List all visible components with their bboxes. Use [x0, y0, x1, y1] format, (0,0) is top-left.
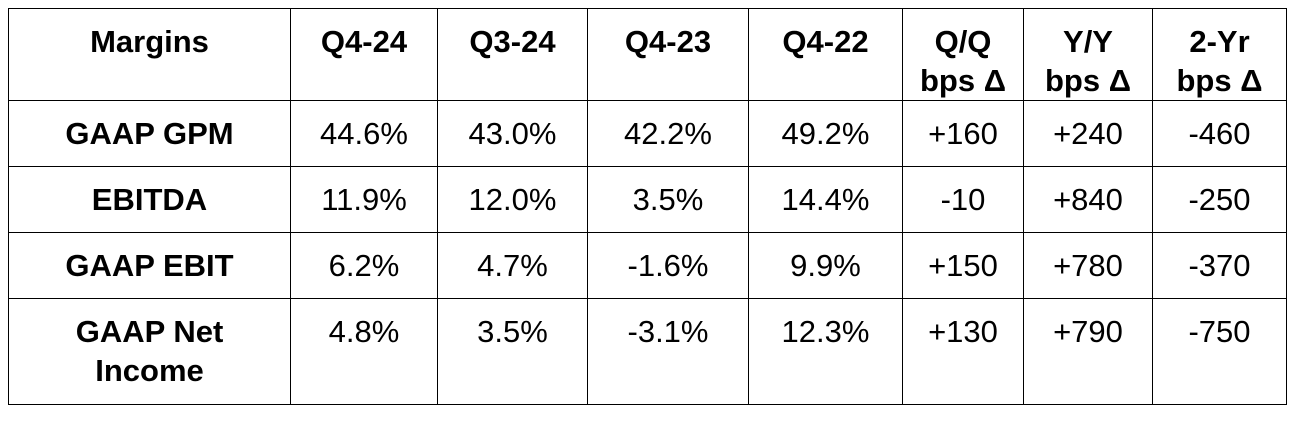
header-text: 2-Yr	[1189, 24, 1250, 59]
row-label: GAAP GPM	[8, 100, 291, 167]
row-label: GAAP Net Income	[8, 298, 291, 405]
row-label-text: GAAP Net	[75, 314, 224, 349]
table-cell: -1.6%	[587, 232, 749, 299]
table-cell: 9.9%	[748, 232, 903, 299]
table-cell: +780	[1023, 232, 1153, 299]
table-cell: 42.2%	[587, 100, 749, 167]
header-row: Margins Q4-24 Q3-24 Q4-23 Q4-22 Q/Q bps …	[8, 8, 1287, 101]
header-text: Q4-23	[624, 24, 712, 59]
header-yy-bps: Y/Y bps Δ	[1023, 8, 1153, 101]
table-cell: +150	[902, 232, 1024, 299]
header-subtext: bps Δ	[919, 63, 1006, 98]
table-cell: 12.3%	[748, 298, 903, 405]
table-row: GAAP EBIT 6.2% 4.7% -1.6% 9.9% +150 +780…	[8, 232, 1287, 299]
margins-table-container: Margins Q4-24 Q3-24 Q4-23 Q4-22 Q/Q bps …	[8, 8, 1287, 405]
header-subtext: bps Δ	[1044, 63, 1131, 98]
row-label: EBITDA	[8, 166, 291, 233]
header-text: Q4-22	[782, 24, 869, 59]
header-text: Q3-24	[469, 24, 556, 59]
table-cell: -10	[902, 166, 1024, 233]
table-cell: +840	[1023, 166, 1153, 233]
table-cell: +130	[902, 298, 1024, 405]
table-cell: 6.2%	[290, 232, 438, 299]
table-cell: 49.2%	[748, 100, 903, 167]
table-row: GAAP Net Income 4.8% 3.5% -3.1% 12.3% +1…	[8, 298, 1287, 405]
row-label-text: GAAP EBIT	[65, 248, 234, 283]
header-subtext: bps Δ	[1176, 63, 1263, 98]
row-label-text: EBITDA	[91, 182, 208, 217]
header-q4-23: Q4-23	[587, 8, 749, 101]
table-cell: 3.5%	[437, 298, 588, 405]
table-cell: 43.0%	[437, 100, 588, 167]
table-cell: -370	[1152, 232, 1287, 299]
table-row: GAAP GPM 44.6% 43.0% 42.2% 49.2% +160 +2…	[8, 100, 1287, 167]
header-text: Y/Y	[1063, 24, 1113, 59]
table-cell: 4.7%	[437, 232, 588, 299]
table-cell: -750	[1152, 298, 1287, 405]
header-q4-24: Q4-24	[290, 8, 438, 101]
table-cell: +790	[1023, 298, 1153, 405]
table-cell: +240	[1023, 100, 1153, 167]
table-cell: 12.0%	[437, 166, 588, 233]
header-q3-24: Q3-24	[437, 8, 588, 101]
row-label-text: GAAP GPM	[65, 116, 234, 151]
table-cell: 4.8%	[290, 298, 438, 405]
table-cell: 11.9%	[290, 166, 438, 233]
header-q4-22: Q4-22	[748, 8, 903, 101]
table-cell: +160	[902, 100, 1024, 167]
header-2yr-bps: 2-Yr bps Δ	[1152, 8, 1287, 101]
table-cell: 14.4%	[748, 166, 903, 233]
header-text: Q4-24	[320, 24, 408, 59]
margins-table: Margins Q4-24 Q3-24 Q4-23 Q4-22 Q/Q bps …	[8, 8, 1287, 405]
table-row: EBITDA 11.9% 12.0% 3.5% 14.4% -10 +840 -…	[8, 166, 1287, 233]
table-cell: 3.5%	[587, 166, 749, 233]
table-cell: -250	[1152, 166, 1287, 233]
header-margins: Margins	[8, 8, 291, 101]
table-cell: -3.1%	[587, 298, 749, 405]
row-label: GAAP EBIT	[8, 232, 291, 299]
header-text: Q/Q	[934, 24, 992, 59]
table-cell: 44.6%	[290, 100, 438, 167]
header-label: Margins	[90, 24, 209, 59]
row-label-text: Income	[95, 353, 204, 388]
table-cell: -460	[1152, 100, 1287, 167]
header-qq-bps: Q/Q bps Δ	[902, 8, 1024, 101]
